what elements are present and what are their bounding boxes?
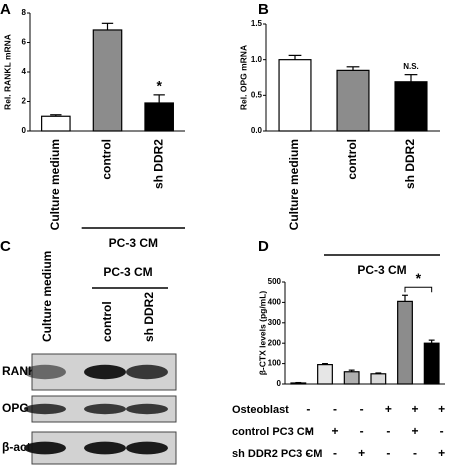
y-tick-label: 1.5 xyxy=(251,19,263,28)
blot-band xyxy=(126,403,168,415)
condition-sign: - xyxy=(440,424,444,438)
group-label: PC-3 CM xyxy=(109,236,158,250)
condition-sign: + xyxy=(358,446,365,460)
blot-band xyxy=(24,403,66,415)
group-label: PC-3 CM xyxy=(357,263,406,277)
blot-band xyxy=(84,364,126,380)
y-tick-label: 100 xyxy=(268,359,282,368)
condition-sign: + xyxy=(438,402,445,416)
x-tick-label: control xyxy=(100,139,114,180)
condition-label: control PC3 CM xyxy=(232,426,314,438)
condition-sign: - xyxy=(306,424,310,438)
blot-band xyxy=(126,364,168,380)
y-tick-label: 0.5 xyxy=(251,90,263,99)
y-tick-label: 300 xyxy=(268,318,282,327)
condition-sign: - xyxy=(386,446,390,460)
condition-sign: + xyxy=(331,424,338,438)
y-axis-label: Rel. OPG mRNA xyxy=(238,45,248,110)
x-tick-label: control xyxy=(345,139,359,180)
bar xyxy=(336,69,370,132)
row-label: OPG xyxy=(2,401,29,415)
condition-sign: - xyxy=(360,402,364,416)
condition-sign: + xyxy=(385,402,392,416)
bar xyxy=(370,373,387,385)
blot-band xyxy=(24,364,66,380)
bar xyxy=(41,115,71,132)
y-tick-label: 8 xyxy=(22,8,27,17)
bar xyxy=(92,29,123,132)
condition-sign: - xyxy=(333,446,337,460)
panel-letter: D xyxy=(258,238,269,255)
bar xyxy=(278,59,312,132)
group-label: PC-3 CM xyxy=(103,265,152,279)
y-tick-label: 0 xyxy=(22,126,27,135)
bar xyxy=(317,364,333,385)
y-axis-label: β-CTX levels (pg/mL) xyxy=(257,291,267,376)
bar xyxy=(397,300,413,385)
lane-label: Culture medium xyxy=(40,251,54,342)
y-tick-label: 0 xyxy=(277,379,282,388)
y-tick-label: 500 xyxy=(268,277,282,286)
condition-sign: - xyxy=(306,402,310,416)
bar xyxy=(423,342,440,385)
condition-label: Osteoblast xyxy=(232,404,289,416)
significance-bracket xyxy=(404,286,433,293)
condition-label: sh DDR2 PC3 CM xyxy=(232,448,322,460)
annotation: N.S. xyxy=(403,62,419,71)
panel-letter: C xyxy=(0,238,11,255)
y-axis-label: Rel. RANKL mRNA xyxy=(2,34,12,110)
y-tick-label: 6 xyxy=(22,38,27,47)
x-tick-label: sh DDR2 xyxy=(151,139,165,189)
bar xyxy=(144,102,174,132)
blot-band xyxy=(24,441,66,455)
bar xyxy=(343,371,360,385)
condition-sign: - xyxy=(306,446,310,460)
condition-sign: + xyxy=(411,402,418,416)
lane-label: control xyxy=(100,301,114,342)
condition-sign: - xyxy=(413,446,417,460)
y-tick-label: 1.0 xyxy=(251,55,263,64)
bar xyxy=(394,81,428,132)
panel-letter: B xyxy=(258,1,269,18)
condition-sign: - xyxy=(386,424,390,438)
condition-sign: - xyxy=(360,424,364,438)
lane-label: sh DDR2 xyxy=(142,292,156,342)
y-tick-label: 0.0 xyxy=(251,126,263,135)
x-tick-label: Culture medium xyxy=(48,139,62,230)
blot-band xyxy=(126,441,168,455)
x-tick-label: Culture medium xyxy=(287,139,301,230)
y-tick-label: 400 xyxy=(268,298,282,307)
x-tick-label: sh DDR2 xyxy=(403,139,417,189)
y-tick-label: 200 xyxy=(268,338,282,347)
panel-letter: A xyxy=(0,1,11,18)
annotation: * xyxy=(156,78,162,94)
condition-sign: + xyxy=(411,424,418,438)
blot-band xyxy=(84,441,126,455)
annotation: * xyxy=(416,270,422,286)
y-tick-label: 2 xyxy=(22,97,27,106)
condition-sign: - xyxy=(333,402,337,416)
y-tick-label: 4 xyxy=(22,67,27,76)
blot-band xyxy=(84,403,126,415)
condition-sign: + xyxy=(438,446,445,460)
